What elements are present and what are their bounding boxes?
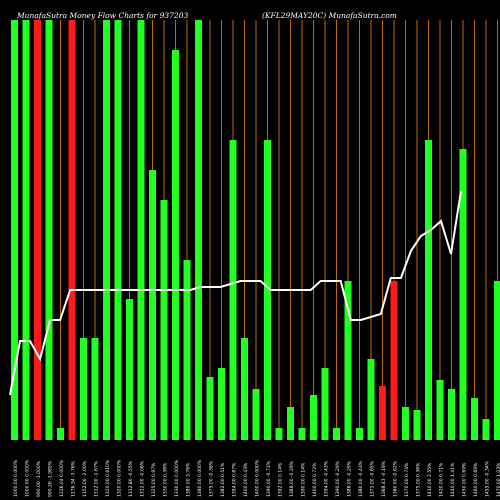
chart-subtitle: (KFL29MAY20C) MunafaSutra.com xyxy=(262,11,397,20)
x-tick-label: 1440.00 1.41% xyxy=(450,462,456,497)
x-tick-label: 1390.00 -0.71% xyxy=(266,460,272,497)
volume-bar xyxy=(45,20,53,440)
volume-bar xyxy=(333,428,340,440)
x-tick-label: 1470.00 1.03% xyxy=(496,462,500,497)
volume-bar xyxy=(172,50,179,440)
x-tick-label: 1375.00 0.36% xyxy=(416,462,422,497)
x-tick-label: 1360.00 -0.62% xyxy=(393,460,399,497)
x-tick-label: 1390.00 -0.29% xyxy=(335,460,341,497)
x-tick-label: 1460.00 0.69% xyxy=(473,462,479,497)
x-tick-label: 1388.00 -0.29% xyxy=(289,460,295,497)
volume-bar xyxy=(103,20,110,440)
x-tick-label: 990.26 -1.985% xyxy=(48,460,54,497)
volume-bar xyxy=(80,338,87,440)
x-tick-label: 1400.00 0.72% xyxy=(312,462,318,497)
volume-bar xyxy=(241,338,248,440)
x-tick-label: 1394.00 0.87% xyxy=(232,462,238,497)
x-tick-label: 1176.34 -3.76% xyxy=(71,460,77,497)
x-tick-label: 1400.00 0.43% xyxy=(243,462,249,497)
volume-bar xyxy=(195,20,202,440)
x-tick-label: 1320.00 0.610% xyxy=(105,459,111,497)
x-tick-label: 1380.00 -0.43% xyxy=(358,460,364,497)
volume-bar xyxy=(436,380,444,440)
x-tick-label: 1000.00 0.000% xyxy=(13,459,19,497)
volume-bar xyxy=(137,20,145,440)
volume-bar xyxy=(252,389,260,440)
x-tick-label: 1226.04 0.000% xyxy=(59,459,65,497)
x-tick-label: 1420.00 0.71% xyxy=(439,462,445,497)
volume-bar xyxy=(471,398,478,440)
x-tick-label: 1330.00 0.38% xyxy=(163,462,169,497)
volume-bar xyxy=(494,281,500,440)
x-tick-label: 1368.43 -0.19% xyxy=(381,460,387,497)
volume-bar xyxy=(321,368,329,440)
volume-bar xyxy=(218,368,225,440)
x-tick-label: 1320.00 0.000% xyxy=(117,459,123,497)
x-tick-label: 1380.00 3.76% xyxy=(186,462,192,497)
volume-bar xyxy=(275,428,283,440)
x-tick-label: 1410.00 2.55% xyxy=(427,462,433,497)
volume-bar xyxy=(448,389,455,440)
volume-bar xyxy=(356,428,363,440)
volume-bar xyxy=(11,20,18,440)
x-tick-label: 1000.00 0.000% xyxy=(25,459,31,497)
volume-bar xyxy=(413,410,421,440)
x-tick-label: 1450.00 0.69% xyxy=(462,462,468,497)
volume-bar xyxy=(264,140,271,440)
volume-bar xyxy=(459,149,467,440)
x-tick-label: 1152.00 -2.00% xyxy=(82,460,88,497)
volume-bar xyxy=(126,299,133,440)
volume-bar xyxy=(68,20,76,440)
x-tick-label: 1382.00 0.51% xyxy=(220,462,226,497)
x-tick-label: 1390.00 0.14% xyxy=(301,462,307,497)
volume-bar xyxy=(22,20,30,440)
x-tick-label: 1400.00 0.000% xyxy=(255,459,261,497)
volume-bar xyxy=(229,140,237,440)
x-tick-label: 1325.00 0.97% xyxy=(151,462,157,497)
chart-title: MunafaSutra Money Flow Charts for 937203 xyxy=(17,11,189,20)
x-tick-label: 990.00 -1.000% xyxy=(36,460,42,497)
volume-bar xyxy=(206,377,214,440)
volume-bar xyxy=(287,407,294,440)
volume-bar xyxy=(34,20,41,440)
x-tick-label: 1392.00 0.14% xyxy=(278,462,284,497)
volume-bar xyxy=(298,428,306,440)
volume-bar xyxy=(390,281,398,440)
x-tick-label: 1455.00 -0.34% xyxy=(485,460,491,497)
x-tick-label: 1371.00 -0.65% xyxy=(370,460,376,497)
volume-bar xyxy=(183,260,191,440)
money-flow-line xyxy=(9,190,462,396)
x-tick-label: 1330.00 0.000% xyxy=(174,459,180,497)
volume-bar xyxy=(482,419,490,440)
x-tick-label: 1370.00 0.74% xyxy=(404,462,410,497)
volume-bar xyxy=(114,20,122,440)
x-tick-label: 1375.00 -0.36% xyxy=(209,460,215,497)
x-tick-label: 1312.00 -0.06% xyxy=(140,460,146,497)
x-tick-label: 1380.00 0.000% xyxy=(197,459,203,497)
x-tick-label: 1394.00 -0.43% xyxy=(324,460,330,497)
volume-bar xyxy=(310,395,317,440)
x-tick-label: 1386.00 -0.29% xyxy=(347,460,353,497)
volume-bar xyxy=(91,338,99,440)
volume-bar xyxy=(379,386,386,440)
volume-bar xyxy=(160,200,168,440)
volume-bar xyxy=(344,281,352,440)
volume-bar xyxy=(425,140,432,440)
x-tick-label: 1312.00 -1.67% xyxy=(94,460,100,497)
x-tick-label: 1312.80 -0.55% xyxy=(128,460,134,497)
volume-bar xyxy=(57,428,64,440)
volume-bar xyxy=(367,359,375,440)
volume-bar xyxy=(402,407,409,440)
volume-bar xyxy=(149,170,156,440)
